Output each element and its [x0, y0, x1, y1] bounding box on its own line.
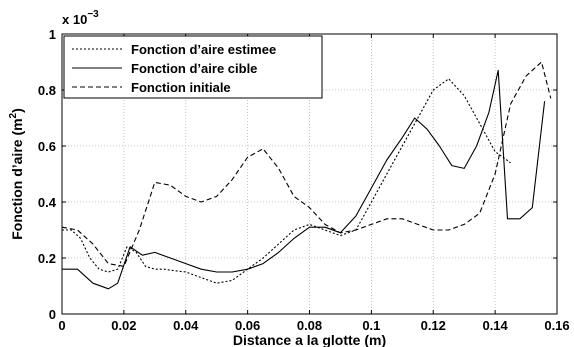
legend: Fonction d’aire estimee Fonction d’aire c…	[63, 35, 323, 99]
y-axis-title-superscript: 2	[8, 112, 19, 118]
y-axis-title: Fonction d’aire (m2)	[8, 108, 25, 240]
x-tick-label: 0.16	[544, 318, 569, 333]
legend-label-3: Fonction initiale	[131, 80, 231, 95]
series-line-3	[61, 61, 552, 267]
y-multiplier-exponent: −3	[87, 9, 99, 20]
y-tick-label: 0.8	[38, 83, 56, 98]
legend-label-1: Fonction d’aire estimee	[131, 42, 276, 57]
x-tick-label: 0.12	[421, 318, 446, 333]
y-tick-label: 1	[49, 27, 56, 42]
y-axis-title-end: )	[9, 108, 25, 113]
x-tick-label: 0.08	[297, 318, 322, 333]
legend-box	[63, 35, 323, 99]
y-tick-label: 0	[49, 307, 56, 322]
y-axis-multiplier: x 10−3	[62, 9, 99, 27]
y-tick-label: 0.4	[38, 195, 57, 210]
x-tick-label: 0	[58, 318, 65, 333]
y-axis-title-main: Fonction d’aire (m	[9, 118, 25, 239]
series-lines	[61, 61, 552, 290]
legend-label-2: Fonction d’aire cible	[131, 61, 257, 76]
y-tick-label: 0.2	[38, 251, 56, 266]
y-tick-label: 0.6	[38, 139, 56, 154]
x-tick-label: 0.06	[235, 318, 260, 333]
x-tick-label: 0.1	[362, 318, 380, 333]
y-multiplier-base: x 10	[62, 12, 87, 27]
x-tick-label: 0.14	[482, 318, 508, 333]
series-line-2	[62, 69, 546, 290]
axis-ticks: 0 0.02 0.04 0.06 0.08 0.1 0.12 0.14 0.16 0 0.2 0.4 0…	[38, 27, 570, 333]
x-tick-label: 0.02	[111, 318, 136, 333]
x-axis-title: Distance a la glotte (m)	[233, 332, 386, 347]
x-tick-label: 0.04	[173, 318, 199, 333]
